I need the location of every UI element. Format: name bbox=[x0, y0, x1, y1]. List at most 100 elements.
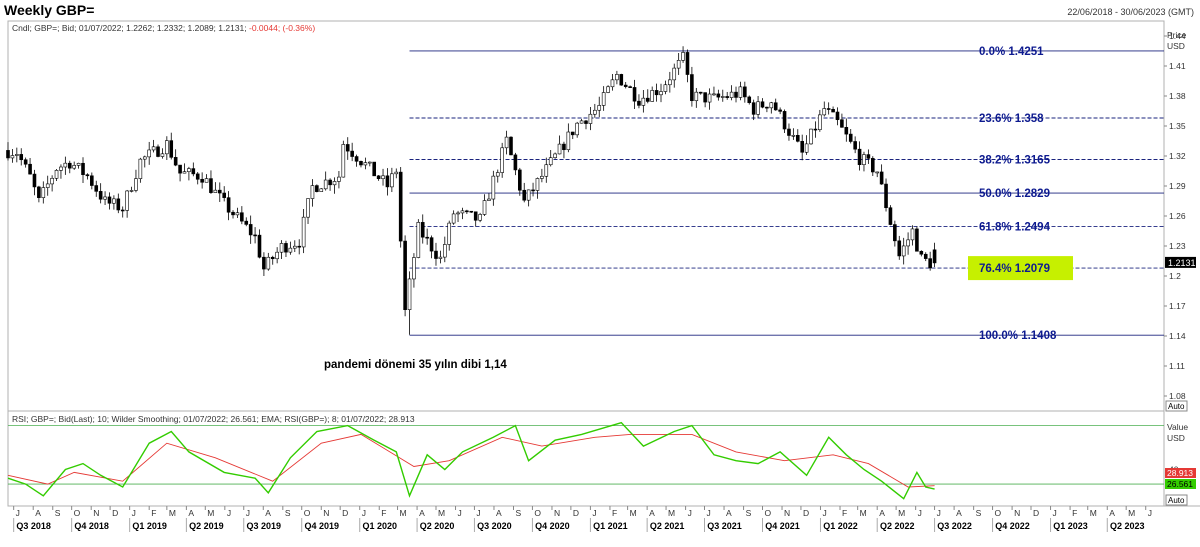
price-tick-label: 1.17 bbox=[1169, 301, 1186, 311]
quarter-label: Q4 2020 bbox=[535, 521, 570, 531]
candle-body bbox=[919, 250, 924, 255]
month-label: S bbox=[55, 508, 61, 518]
month-label: M bbox=[898, 508, 905, 518]
month-label: S bbox=[976, 508, 982, 518]
candle-body bbox=[178, 164, 182, 174]
candle-body bbox=[403, 240, 407, 310]
candle-body bbox=[888, 207, 893, 225]
candle-body bbox=[478, 214, 482, 221]
candle-body bbox=[509, 136, 513, 156]
candle-body bbox=[632, 87, 637, 102]
quarter-label: Q3 2022 bbox=[937, 521, 972, 531]
price-tick-label: 1.32 bbox=[1169, 151, 1186, 161]
candle-body bbox=[610, 79, 615, 88]
candle-body bbox=[151, 146, 156, 151]
candle-body bbox=[67, 162, 72, 169]
price-legend: Cndl; GBP=; Bid; 01/07/2022; 1.2262; 1.2… bbox=[12, 23, 315, 33]
month-label: J bbox=[706, 508, 710, 518]
candle-body bbox=[443, 244, 447, 258]
candle-body bbox=[526, 189, 531, 201]
candle-body bbox=[28, 163, 32, 175]
candle-body bbox=[416, 222, 421, 258]
month-label: J bbox=[688, 508, 692, 518]
candle-body bbox=[769, 102, 774, 109]
quarter-label: Q2 2023 bbox=[1110, 521, 1145, 531]
candle-body bbox=[738, 86, 743, 98]
quarter-label: Q3 2020 bbox=[477, 521, 512, 531]
candle-body bbox=[778, 109, 782, 112]
quarter-label: Q1 2019 bbox=[132, 521, 167, 531]
rsi-auto-button[interactable]: Auto bbox=[1165, 494, 1188, 506]
candle-body bbox=[848, 133, 853, 142]
candle-body bbox=[306, 198, 310, 218]
candle-body bbox=[438, 256, 443, 259]
quarter-label: Q4 2021 bbox=[765, 521, 800, 531]
candle-body bbox=[557, 143, 562, 155]
candle-body bbox=[451, 213, 456, 224]
candle-body bbox=[253, 234, 257, 237]
month-label: M bbox=[400, 508, 407, 518]
candle-body bbox=[844, 127, 849, 135]
candle-body bbox=[19, 154, 24, 161]
price-tick-label: 1.35 bbox=[1169, 121, 1186, 131]
candle-body bbox=[160, 153, 165, 157]
candle-body bbox=[606, 86, 610, 93]
price-pane[interactable] bbox=[7, 20, 1165, 412]
candle-body bbox=[222, 192, 226, 198]
candle-body bbox=[619, 74, 624, 86]
candle-body bbox=[390, 173, 394, 188]
candle-body bbox=[504, 136, 509, 149]
chart-title: Weekly GBP= bbox=[4, 2, 95, 18]
candle-body bbox=[676, 60, 681, 69]
candle-body bbox=[469, 210, 474, 213]
candle-body bbox=[257, 234, 262, 258]
candle-body bbox=[566, 131, 571, 151]
candle-body bbox=[138, 158, 143, 179]
price-tick-label: 1.2 bbox=[1169, 271, 1181, 281]
quarter-label: Q3 2021 bbox=[707, 521, 742, 531]
month-label: J bbox=[362, 508, 366, 518]
candle-body bbox=[782, 111, 787, 130]
candle-body bbox=[623, 84, 628, 87]
candle-body bbox=[125, 190, 129, 211]
candle-body bbox=[240, 212, 244, 222]
price-axis-unit: USD bbox=[1167, 41, 1185, 51]
candle-body bbox=[487, 198, 491, 201]
month-label: D bbox=[573, 508, 579, 518]
month-label: A bbox=[188, 508, 194, 518]
candle-body bbox=[575, 122, 579, 136]
candle-body bbox=[319, 188, 324, 192]
price-auto-button[interactable]: Auto bbox=[1165, 400, 1188, 412]
month-label: D bbox=[803, 508, 809, 518]
candle-body bbox=[266, 256, 271, 270]
candle-body bbox=[103, 196, 107, 200]
month-label: J bbox=[1148, 508, 1152, 518]
quarter-label: Q2 2021 bbox=[650, 521, 685, 531]
candle-body bbox=[562, 143, 566, 151]
candle-body bbox=[548, 157, 553, 166]
candle-body bbox=[473, 211, 478, 221]
candle-body bbox=[376, 175, 381, 180]
rsi-axis-title: Value bbox=[1167, 422, 1188, 432]
date-range: 22/06/2018 - 30/06/2023 (GMT) bbox=[1067, 7, 1194, 17]
candle-body bbox=[156, 146, 160, 157]
candle-body bbox=[116, 198, 121, 211]
candle-body bbox=[681, 52, 685, 61]
month-label: A bbox=[649, 508, 655, 518]
candle-body bbox=[41, 187, 46, 198]
candle-body bbox=[187, 168, 191, 172]
candle-body bbox=[368, 161, 372, 164]
candle-body bbox=[729, 91, 734, 98]
candle-body bbox=[90, 175, 94, 186]
quarter-label: Q2 2020 bbox=[420, 521, 455, 531]
candle-body bbox=[570, 131, 575, 136]
fib-label: 38.2% 1.3165 bbox=[979, 155, 1051, 167]
candle-body bbox=[63, 162, 68, 168]
candle-body bbox=[465, 210, 469, 213]
candle-body bbox=[434, 250, 438, 259]
candle-body bbox=[601, 92, 606, 106]
price-tick-label: 1.23 bbox=[1169, 241, 1186, 251]
month-label: F bbox=[612, 508, 617, 518]
candle-body bbox=[584, 120, 588, 124]
